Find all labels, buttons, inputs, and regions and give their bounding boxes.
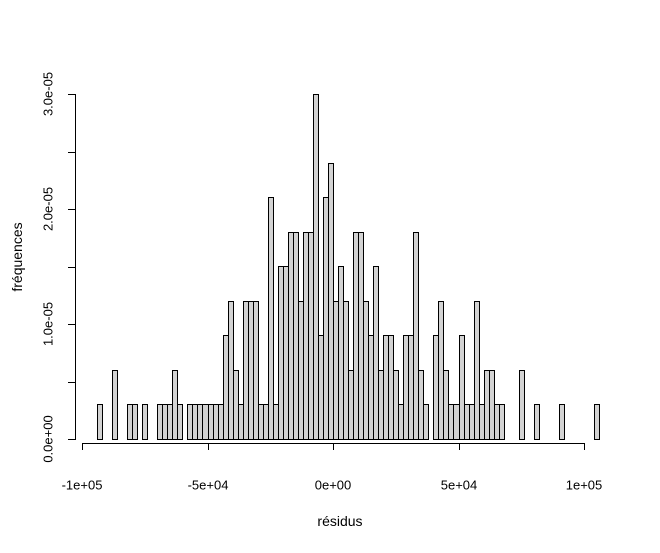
y-axis-tick: [68, 382, 75, 383]
x-axis-tick: [584, 443, 585, 450]
histogram-bar: [559, 404, 565, 440]
y-axis-tick: [68, 152, 75, 153]
x-tick-label: 0e+00: [314, 477, 352, 493]
histogram-bar: [519, 370, 525, 440]
y-tick-label: 2.0e-05: [40, 186, 56, 232]
y-axis-tick: [68, 267, 75, 268]
y-axis-tick: [68, 439, 75, 440]
histogram-bar: [423, 404, 429, 440]
y-axis-tick: [68, 324, 75, 325]
x-axis-tick: [459, 443, 460, 450]
histogram-bar: [97, 404, 103, 440]
x-tick-label: 1e+05: [565, 477, 603, 493]
histogram-bar: [313, 94, 319, 440]
histogram-bar: [142, 404, 148, 440]
x-axis-tick: [333, 443, 334, 450]
y-axis-tick: [68, 209, 75, 210]
histogram-bar: [459, 335, 465, 440]
y-axis-tick: [68, 94, 75, 95]
histogram-bar: [594, 404, 600, 440]
x-axis-tick: [208, 443, 209, 450]
histogram-bar: [534, 404, 540, 440]
y-tick-label: 3.0e-05: [40, 71, 56, 117]
histogram-bar: [268, 197, 274, 440]
histogram-bar: [413, 232, 419, 440]
x-tick-label: 5e+04: [440, 477, 478, 493]
x-axis-tick: [82, 443, 83, 450]
y-tick-label: 1.0e-05: [40, 301, 56, 347]
histogram-bar: [177, 404, 183, 440]
histogram-bar: [474, 301, 480, 440]
y-axis-line: [75, 94, 76, 440]
x-tick-label: -1e+05: [61, 477, 103, 493]
histogram-bar: [253, 301, 259, 440]
histogram-bar: [132, 404, 138, 440]
y-axis-title: fréquences: [9, 222, 25, 292]
x-axis-title: résidus: [317, 513, 363, 529]
y-tick-label: 0.0e+00: [40, 415, 56, 463]
x-tick-label: -5e+04: [187, 477, 229, 493]
histogram-bar: [112, 370, 118, 440]
histogram-bar: [373, 266, 379, 440]
histogram-bar: [499, 404, 505, 440]
